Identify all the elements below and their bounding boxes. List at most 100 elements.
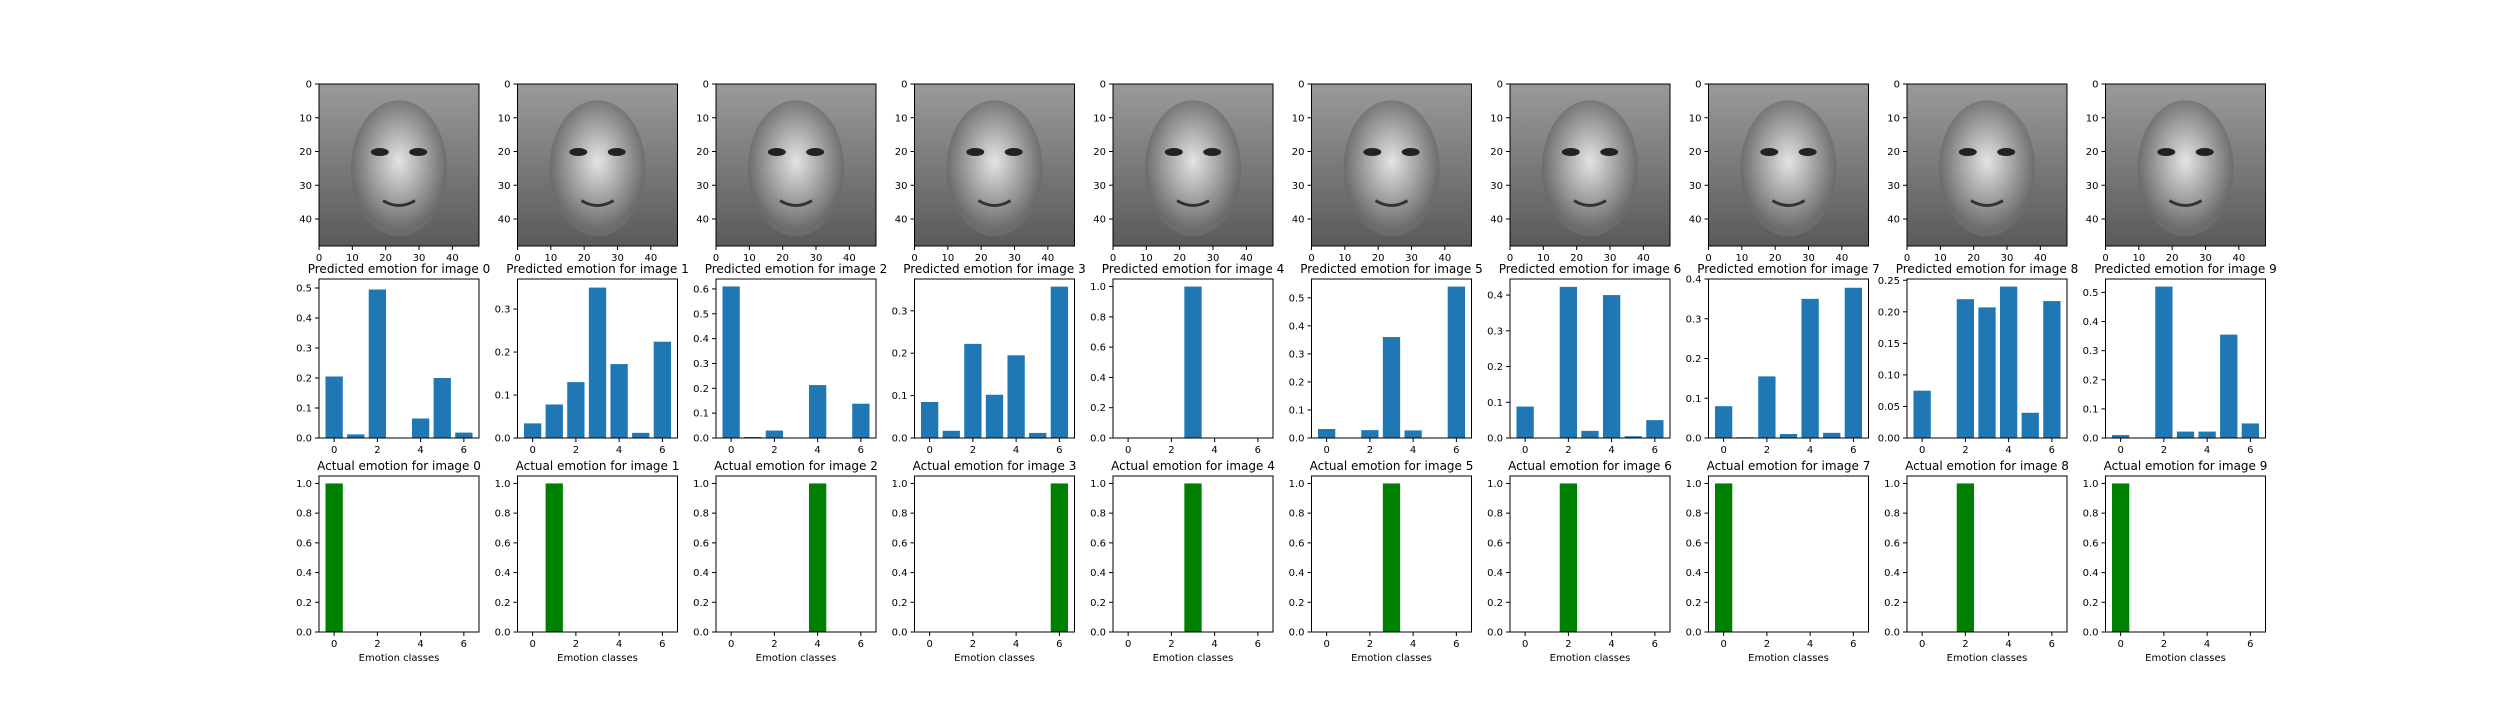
image-x-tick-label: 20 bbox=[1769, 253, 1782, 264]
actual-title: Actual emotion for image 6 bbox=[1508, 459, 1672, 473]
predicted-bar bbox=[2111, 435, 2130, 438]
actual-y-tick-label: 0.6 bbox=[1686, 538, 1702, 549]
predicted-bar bbox=[1602, 295, 1621, 438]
face-shape bbox=[1542, 100, 1638, 237]
actual-x-axis-label: Emotion classes bbox=[2145, 653, 2226, 664]
image-y-tick-label: 0 bbox=[1894, 80, 1900, 91]
predicted-x-tick-label: 4 bbox=[616, 445, 622, 456]
actual-x-tick-label: 6 bbox=[1255, 639, 1261, 650]
image-x-tick-label: 20 bbox=[578, 253, 591, 264]
face-image-1: 0 10 20 30 40 0 10 20 30 40 bbox=[498, 80, 678, 264]
predicted-bar bbox=[2176, 431, 2195, 438]
predicted-axes-frame bbox=[517, 278, 678, 439]
image-x-tick-label: 20 bbox=[1372, 253, 1385, 264]
predicted-title: Predicted emotion for image 6 bbox=[1499, 262, 1682, 276]
image-y-tick-label: 20 bbox=[696, 147, 709, 158]
predicted-axes-frame bbox=[715, 278, 877, 439]
image-x-tick-label: 0 bbox=[713, 253, 719, 264]
actual-y-tick-label: 0.6 bbox=[1090, 538, 1106, 549]
actual-x-tick-label: 4 bbox=[1807, 639, 1813, 650]
actual-y-tick-label: 0.6 bbox=[1884, 538, 1900, 549]
predicted-y-tick-label: 0.1 bbox=[1289, 405, 1305, 416]
face-eye-right bbox=[2195, 148, 2214, 157]
predicted-chart-2: Predicted emotion for image 2 0 2 4 6 0.0 0.1 0… bbox=[693, 262, 887, 456]
face-shape bbox=[2137, 100, 2234, 237]
actual-chart-4: Actual emotion for image 4 0 2 4 6 0.0 0.2 0.4 0… bbox=[1090, 459, 1275, 664]
predicted-bar bbox=[985, 394, 1004, 438]
predicted-bar bbox=[2198, 431, 2216, 438]
actual-y-tick-label: 0.0 bbox=[296, 628, 312, 639]
actual-y-tick-label: 0.6 bbox=[892, 538, 908, 549]
actual-title: Actual emotion for image 7 bbox=[1707, 459, 1871, 473]
face-image-2: 0 10 20 30 40 0 10 20 30 40 bbox=[696, 80, 877, 264]
predicted-x-tick-label: 6 bbox=[1850, 445, 1856, 456]
image-y-tick-label: 0 bbox=[1695, 80, 1701, 91]
predicted-chart-3: Predicted emotion for image 3 0 2 4 6 0.0 0.1 0… bbox=[892, 262, 1086, 456]
image-y-tick-label: 0 bbox=[703, 80, 709, 91]
face-eye-right bbox=[409, 148, 428, 157]
actual-y-tick-label: 0.0 bbox=[495, 628, 511, 639]
image-x-tick-label: 0 bbox=[316, 253, 322, 264]
image-y-tick-label: 20 bbox=[1093, 147, 1106, 158]
image-x-tick-label: 30 bbox=[1008, 253, 1021, 264]
actual-y-tick-label: 1.0 bbox=[892, 479, 908, 490]
actual-y-tick-label: 0.4 bbox=[1884, 568, 1900, 579]
face-eye-right bbox=[1203, 148, 1222, 157]
image-y-tick-label: 20 bbox=[1490, 147, 1503, 158]
actual-bar bbox=[1714, 483, 1733, 632]
actual-chart-7: Actual emotion for image 7 0 2 4 6 0.0 0.2 0.4 0… bbox=[1686, 459, 1871, 664]
image-y-tick-label: 30 bbox=[2086, 181, 2099, 192]
predicted-bar bbox=[2220, 334, 2238, 438]
predicted-x-tick-label: 2 bbox=[771, 445, 777, 456]
predicted-y-tick-label: 0.2 bbox=[1289, 377, 1305, 388]
image-x-tick-label: 10 bbox=[1934, 253, 1947, 264]
predicted-title: Predicted emotion for image 3 bbox=[903, 262, 1086, 276]
image-y-tick-label: 30 bbox=[299, 181, 312, 192]
predicted-y-tick-label: 0.2 bbox=[693, 384, 709, 395]
predicted-title: Predicted emotion for image 5 bbox=[1300, 262, 1483, 276]
predicted-y-tick-label: 0.0 bbox=[2083, 434, 2099, 445]
image-x-tick-label: 30 bbox=[1405, 253, 1418, 264]
actual-y-tick-label: 0.0 bbox=[1884, 628, 1900, 639]
image-frame bbox=[1708, 83, 1869, 247]
image-y-tick-label: 30 bbox=[895, 181, 908, 192]
actual-y-tick-label: 0.4 bbox=[693, 568, 709, 579]
predicted-y-tick-label: 0.0 bbox=[1289, 434, 1305, 445]
predicted-bar bbox=[765, 430, 784, 438]
actual-x-tick-label: 2 bbox=[771, 639, 777, 650]
actual-bar bbox=[1956, 483, 1975, 632]
image-x-tick-label: 20 bbox=[379, 253, 392, 264]
actual-y-tick-label: 0.8 bbox=[693, 509, 709, 520]
image-frame bbox=[318, 83, 480, 247]
image-x-tick-label: 10 bbox=[1338, 253, 1351, 264]
predicted-bar bbox=[1050, 286, 1069, 438]
image-x-tick-label: 0 bbox=[1705, 253, 1711, 264]
actual-x-tick-label: 6 bbox=[461, 639, 467, 650]
actual-x-tick-label: 4 bbox=[1013, 639, 1019, 650]
face-eye-left bbox=[1760, 148, 1779, 157]
predicted-x-tick-label: 0 bbox=[1125, 445, 1131, 456]
actual-y-tick-label: 0.4 bbox=[1686, 568, 1702, 579]
predicted-bar bbox=[1007, 355, 1025, 438]
actual-x-axis-label: Emotion classes bbox=[359, 653, 440, 664]
actual-x-tick-label: 2 bbox=[2161, 639, 2167, 650]
predicted-y-tick-label: 0.2 bbox=[296, 374, 312, 385]
predicted-bar bbox=[1913, 390, 1931, 438]
image-x-tick-label: 20 bbox=[1967, 253, 1980, 264]
actual-bar bbox=[2111, 483, 2130, 632]
actual-x-tick-label: 0 bbox=[529, 639, 535, 650]
image-y-tick-label: 10 bbox=[2086, 113, 2099, 124]
predicted-x-tick-label: 0 bbox=[1919, 445, 1925, 456]
face-shape bbox=[549, 100, 646, 237]
image-x-tick-label: 40 bbox=[1240, 253, 1253, 264]
image-x-tick-label: 40 bbox=[843, 253, 856, 264]
actual-x-tick-label: 2 bbox=[374, 639, 380, 650]
image-x-tick-label: 40 bbox=[1835, 253, 1848, 264]
actual-bar bbox=[325, 483, 343, 632]
actual-y-tick-label: 0.2 bbox=[1686, 598, 1702, 609]
predicted-bar bbox=[347, 434, 365, 438]
image-y-tick-label: 30 bbox=[1490, 181, 1503, 192]
